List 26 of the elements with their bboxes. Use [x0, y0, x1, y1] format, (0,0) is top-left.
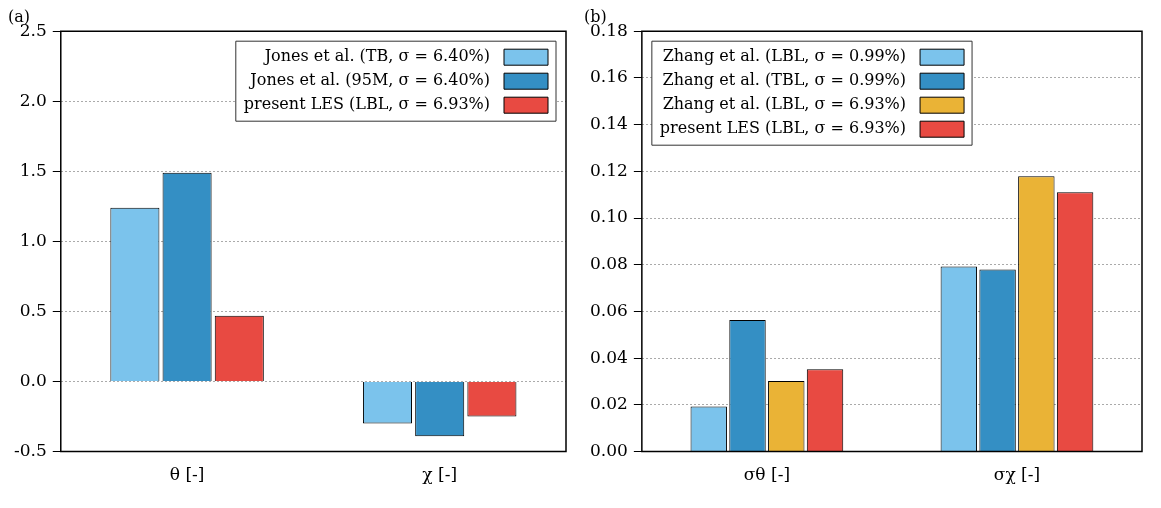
y-tick-label: 0.08: [589, 253, 628, 274]
legend-label: Zhang et al. (LBL, σ = 6.93%): [662, 94, 907, 114]
y-tick-label: 1.5: [19, 159, 47, 180]
y-tick-label: 0.00: [589, 440, 628, 461]
x-tick-label: σθ [-]: [743, 464, 791, 485]
y-tick-label: 2.0: [19, 89, 47, 110]
y-tick-label: 0.02: [589, 393, 628, 414]
y-tick-label: -0.5: [14, 440, 47, 461]
y-tick-label: 0.0: [19, 369, 47, 390]
legend-label: Zhang et al. (LBL, σ = 0.99%): [662, 46, 907, 66]
legend-label: Jones et al. (95M, σ = 6.40%): [248, 70, 490, 90]
legend-label: Zhang et al. (TBL, σ = 0.99%): [662, 70, 907, 90]
x-tick-label: θ [-]: [169, 464, 205, 485]
y-tick-label: 0.12: [589, 159, 628, 180]
legend-label: Jones et al. (TB, σ = 6.40%): [262, 46, 490, 66]
y-tick-label: 0.06: [589, 299, 628, 320]
legend-label: present LES (LBL, σ = 6.93%): [659, 118, 907, 138]
legend-label: present LES (LBL, σ = 6.93%): [243, 94, 490, 114]
y-tick-label: 1.0: [19, 229, 47, 250]
y-tick-label: 0.5: [19, 299, 47, 320]
y-tick-label: 0.04: [589, 346, 628, 367]
y-tick-label: 0.14: [589, 113, 628, 134]
y-tick-label: 0.10: [589, 206, 628, 227]
y-tick-label: 0.16: [589, 66, 628, 87]
x-tick-label: χ [-]: [422, 464, 458, 485]
x-tick-label: σχ [-]: [993, 464, 1041, 485]
